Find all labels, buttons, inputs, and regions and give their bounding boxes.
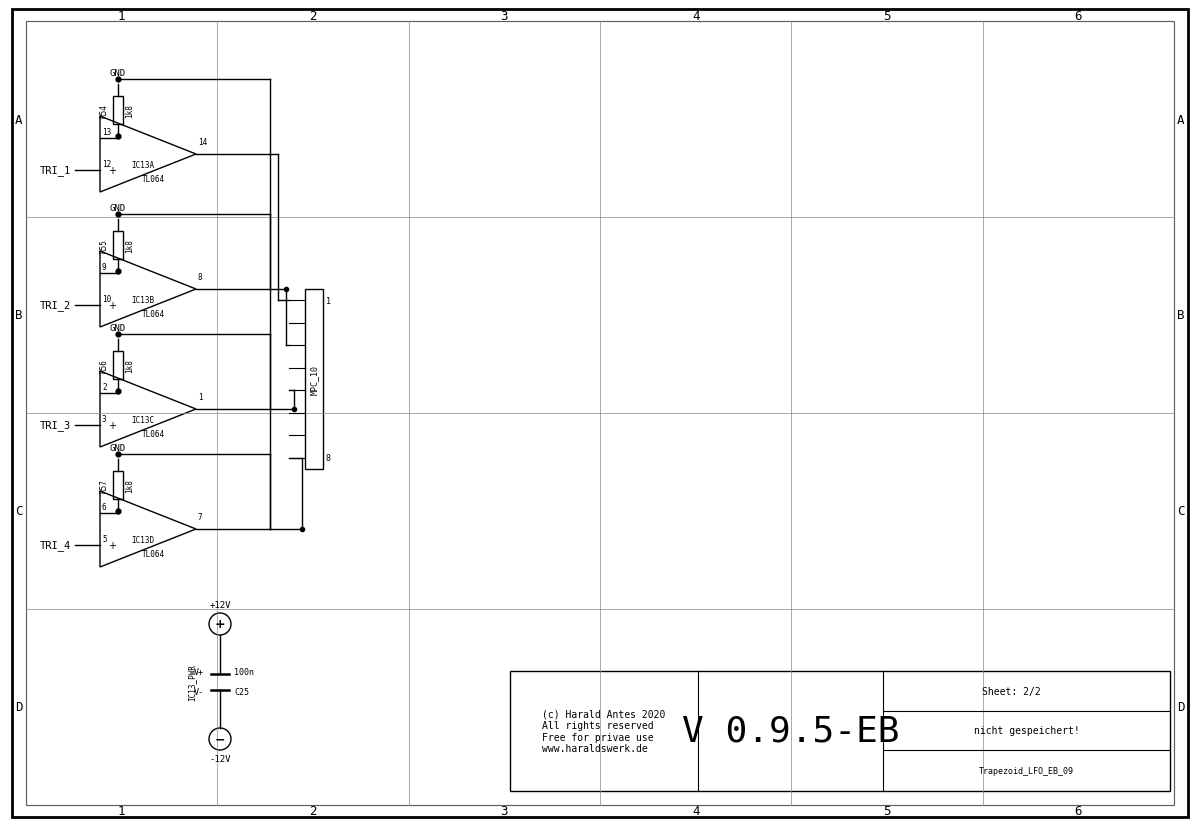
Text: 6: 6 — [102, 503, 107, 511]
Text: IC13_PWR: IC13_PWR — [187, 663, 197, 700]
Text: 1: 1 — [198, 393, 203, 402]
Text: TRI_1: TRI_1 — [40, 165, 71, 176]
Text: 4: 4 — [692, 805, 700, 818]
Text: R54: R54 — [100, 104, 108, 117]
Text: 4: 4 — [692, 9, 700, 22]
Text: IC13D: IC13D — [132, 535, 155, 544]
Text: 3: 3 — [102, 414, 107, 423]
Text: A: A — [1177, 113, 1184, 127]
Text: −: − — [108, 389, 116, 399]
Text: 100n: 100n — [234, 667, 254, 676]
Text: R57: R57 — [100, 479, 108, 492]
Text: +: + — [108, 420, 116, 430]
Text: 13: 13 — [102, 128, 112, 137]
Text: 1k8: 1k8 — [126, 359, 134, 372]
Text: +12V: +12V — [209, 600, 230, 609]
Text: 3: 3 — [500, 805, 508, 818]
Text: Sheet: 2/2: Sheet: 2/2 — [982, 686, 1040, 696]
Text: −: − — [108, 269, 116, 279]
Text: R56: R56 — [100, 359, 108, 372]
Text: B: B — [16, 309, 23, 322]
Text: TL064: TL064 — [142, 309, 164, 318]
Text: GND: GND — [110, 443, 126, 452]
Text: 8: 8 — [198, 273, 203, 282]
Text: V-: V- — [194, 687, 204, 696]
Text: 3: 3 — [500, 9, 508, 22]
Text: C: C — [1177, 505, 1184, 518]
Text: 2: 2 — [102, 383, 107, 391]
Text: −: − — [215, 733, 226, 746]
Text: −: − — [108, 134, 116, 144]
Bar — [113, 232, 124, 260]
Text: C: C — [16, 505, 23, 518]
Text: C25: C25 — [234, 687, 250, 696]
Text: B: B — [1177, 309, 1184, 322]
Text: V 0.9.5-EB: V 0.9.5-EB — [682, 715, 899, 748]
Text: −: − — [108, 509, 116, 519]
Text: (c) Harald Antes 2020
All rights reserved
Free for privae use
www.haraldswerk.de: (c) Harald Antes 2020 All rights reserve… — [542, 709, 666, 753]
Text: A: A — [16, 113, 23, 127]
Text: TRI_4: TRI_4 — [40, 540, 71, 551]
Text: IC13C: IC13C — [132, 415, 155, 424]
Text: GND: GND — [110, 323, 126, 332]
Text: +: + — [108, 540, 116, 550]
Text: GND: GND — [110, 203, 126, 213]
Text: 1: 1 — [118, 805, 126, 818]
Text: +: + — [108, 165, 116, 176]
Text: 2: 2 — [310, 805, 317, 818]
Bar — [113, 351, 124, 380]
Text: D: D — [1177, 700, 1184, 714]
Text: R55: R55 — [100, 239, 108, 253]
Text: D: D — [16, 700, 23, 714]
Text: +: + — [215, 618, 226, 631]
Text: TRI_3: TRI_3 — [40, 420, 71, 431]
Text: 12: 12 — [102, 160, 112, 169]
Text: 6: 6 — [1074, 9, 1082, 22]
Text: 1k8: 1k8 — [126, 104, 134, 117]
Text: IC13A: IC13A — [132, 160, 155, 170]
Text: 1: 1 — [118, 9, 126, 22]
Text: MPC_10: MPC_10 — [310, 365, 318, 394]
Text: 1k8: 1k8 — [126, 239, 134, 253]
Bar — [113, 97, 124, 125]
Text: 7: 7 — [198, 513, 203, 521]
Text: TL064: TL064 — [142, 174, 164, 184]
Text: 6: 6 — [1074, 805, 1082, 818]
Bar — [113, 471, 124, 500]
Text: 1: 1 — [326, 296, 331, 305]
Text: nicht gespeichert!: nicht gespeichert! — [973, 725, 1079, 735]
Text: 5: 5 — [883, 9, 890, 22]
Text: 2: 2 — [310, 9, 317, 22]
Text: -12V: -12V — [209, 754, 230, 763]
Text: V+: V+ — [194, 667, 204, 676]
Text: 5: 5 — [102, 534, 107, 543]
Text: 5: 5 — [883, 805, 890, 818]
Text: +: + — [108, 300, 116, 311]
Text: GND: GND — [110, 69, 126, 78]
Text: 10: 10 — [102, 294, 112, 304]
Bar — [510, 672, 1170, 791]
Bar — [305, 289, 323, 470]
Text: IC13B: IC13B — [132, 295, 155, 304]
Text: TL064: TL064 — [142, 549, 164, 558]
Text: TL064: TL064 — [142, 429, 164, 438]
Text: 9: 9 — [102, 263, 107, 272]
Text: 1k8: 1k8 — [126, 479, 134, 492]
Text: 14: 14 — [198, 138, 208, 147]
Text: TRI_2: TRI_2 — [40, 300, 71, 311]
Text: 8: 8 — [326, 454, 331, 462]
Text: Trapezoid_LFO_EB_09: Trapezoid_LFO_EB_09 — [979, 766, 1074, 775]
